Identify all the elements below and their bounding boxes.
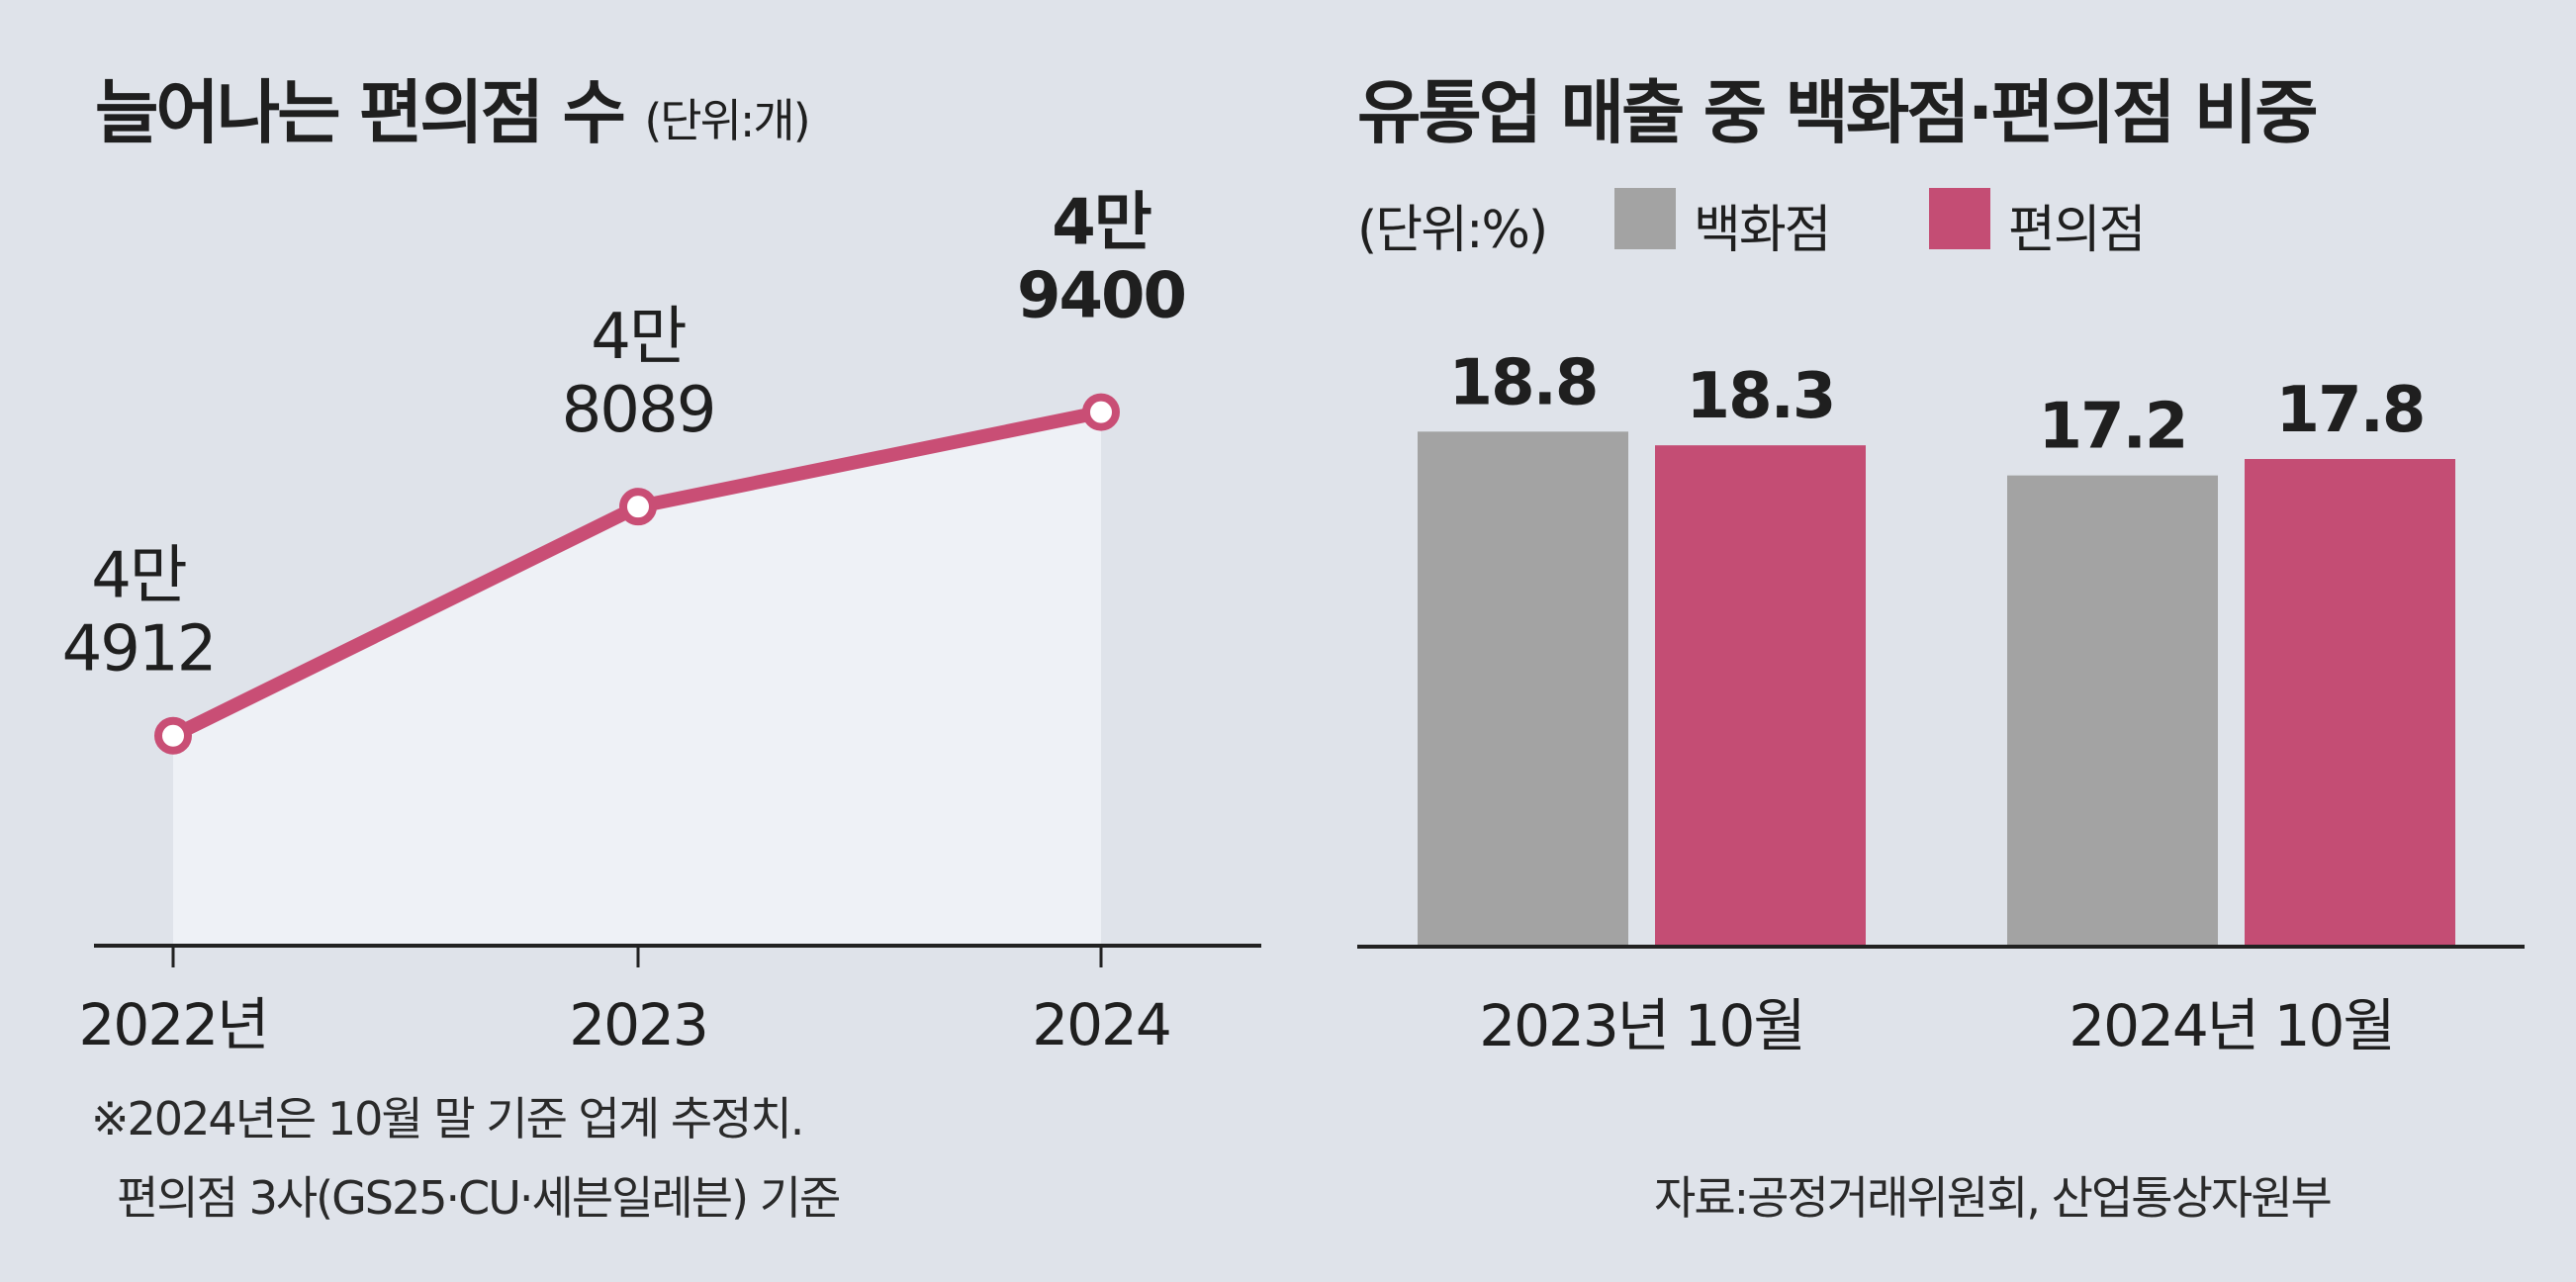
bar-convenience-store: [1655, 445, 1866, 947]
bar-chart: 18.8 18.3 2023년 10월 17.2 17.8 2024년 10월: [1357, 346, 2525, 1059]
line-chart-x-tick-label: 2022년: [79, 991, 268, 1049]
bar-value-label: 17.2: [2039, 391, 2187, 464]
line-chart-title: 늘어나는 편의점 수 (단위:개): [95, 57, 811, 157]
bar-chart-x-tick-label: 2024년 10월: [2069, 992, 2394, 1059]
bar-department-store: [2007, 475, 2218, 947]
line-chart-point: [619, 488, 657, 526]
legend-swatch-department-store: [1614, 188, 1676, 249]
line-chart-data-label-line2: 8089: [562, 374, 715, 447]
footnote-line-2: 편의점 3사(GS25·CU·세븐일레븐) 기준: [117, 1171, 841, 1225]
line-chart-point: [154, 716, 192, 755]
bar-department-store: [1418, 431, 1628, 947]
bar-value-label: 17.8: [2276, 374, 2425, 447]
line-chart-data-label-line2: 9400: [1017, 260, 1185, 333]
line-chart-x-tick-label: 2023: [569, 991, 707, 1049]
legend-label-department-store: 백화점: [1694, 201, 1832, 260]
bar-chart-x-tick-label: 2023년 10월: [1479, 992, 1804, 1059]
bar-chart-title: 유통업 매출 중 백화점·편의점 비중: [1357, 72, 2319, 153]
bar-convenience-store: [2245, 459, 2455, 947]
line-chart-point: [1082, 393, 1120, 431]
line-chart-unit: (단위:개): [644, 94, 810, 147]
line-chart-x-tick-label: 2024: [1032, 991, 1170, 1049]
legend-swatch-convenience-store: [1929, 188, 1990, 249]
line-chart-data-label-line1: 4만: [591, 301, 686, 374]
source-note: 자료:공정거래위원회, 산업통상자원부: [1654, 1171, 2333, 1225]
line-chart-area: [173, 412, 1101, 947]
line-chart-title-text: 늘어나는 편의점 수: [95, 72, 626, 153]
line-chart-data-label-line1: 4만: [91, 540, 186, 613]
bar-value-label: 18.8: [1449, 346, 1598, 419]
footnote-line-1: ※2024년은 10월 말 기준 업계 추정치.: [91, 1092, 804, 1145]
legend-label-convenience-store: 편의점: [2008, 201, 2147, 260]
bar-chart-unit: (단위:%): [1357, 201, 1548, 260]
bar-value-label: 18.3: [1687, 360, 1835, 433]
line-chart-data-label-line1: 4만: [1052, 187, 1151, 260]
line-chart-data-label-line2: 4912: [62, 613, 216, 687]
